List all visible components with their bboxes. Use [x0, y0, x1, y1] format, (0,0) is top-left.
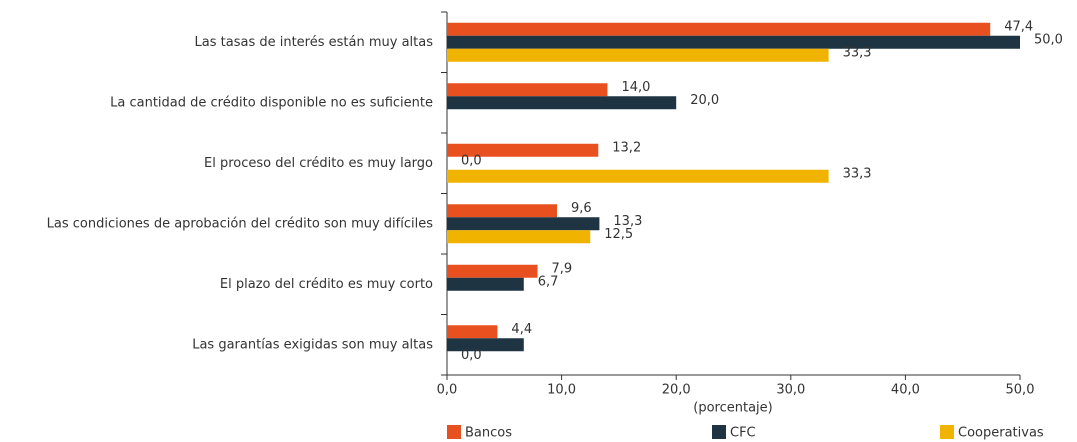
value-label: 47,4 — [1004, 19, 1033, 34]
legend-swatch — [940, 425, 954, 439]
x-tick-label: 0,0 — [437, 383, 458, 398]
value-label: 6,7 — [538, 274, 559, 289]
bar — [447, 325, 498, 339]
value-label: 0,0 — [461, 348, 482, 363]
category-label: La cantidad de crédito disponible no es … — [110, 95, 433, 110]
category-label: Las garantías exigidas son muy altas — [192, 337, 433, 352]
legend-label: Cooperativas — [958, 426, 1044, 441]
value-label: 14,0 — [621, 80, 650, 95]
bar — [447, 96, 677, 110]
legend-swatch — [712, 425, 726, 439]
x-tick-label: 10,0 — [547, 383, 576, 398]
category-label: Las condiciones de aprobación del crédit… — [47, 216, 434, 231]
category-label: El proceso del crédito es muy largo — [204, 156, 433, 171]
value-label: 13,2 — [612, 140, 641, 155]
value-label: 0,0 — [461, 153, 482, 168]
x-axis-label: (porcentaje) — [693, 401, 772, 416]
bar — [447, 277, 524, 291]
bar — [447, 22, 991, 36]
value-label: 12,5 — [604, 227, 633, 242]
value-label: 33,3 — [843, 166, 872, 181]
category-label: El plazo del crédito es muy corto — [220, 277, 433, 292]
value-label: 33,3 — [843, 45, 872, 60]
x-tick-label: 50,0 — [1006, 383, 1035, 398]
bar — [447, 204, 558, 218]
value-label: 50,0 — [1034, 32, 1063, 47]
bar — [447, 217, 600, 231]
bar — [447, 83, 608, 97]
x-tick-label: 30,0 — [776, 383, 805, 398]
x-tick-label: 40,0 — [891, 383, 920, 398]
bar — [447, 169, 829, 183]
bar — [447, 230, 591, 244]
category-label: Las tasas de interés están muy altas — [195, 35, 434, 50]
value-label: 9,6 — [571, 201, 592, 216]
bar — [447, 48, 829, 62]
bar — [447, 143, 599, 157]
value-label: 4,4 — [511, 322, 532, 337]
bar — [447, 35, 1020, 49]
bar — [447, 264, 538, 278]
legend-swatch — [447, 425, 461, 439]
value-label: 13,3 — [613, 214, 642, 229]
value-label: 20,0 — [690, 93, 719, 108]
bar — [447, 338, 524, 352]
value-label: 7,9 — [552, 261, 573, 276]
legend-label: Bancos — [465, 426, 512, 441]
legend-label: CFC — [730, 426, 756, 441]
x-tick-label: 20,0 — [662, 383, 691, 398]
